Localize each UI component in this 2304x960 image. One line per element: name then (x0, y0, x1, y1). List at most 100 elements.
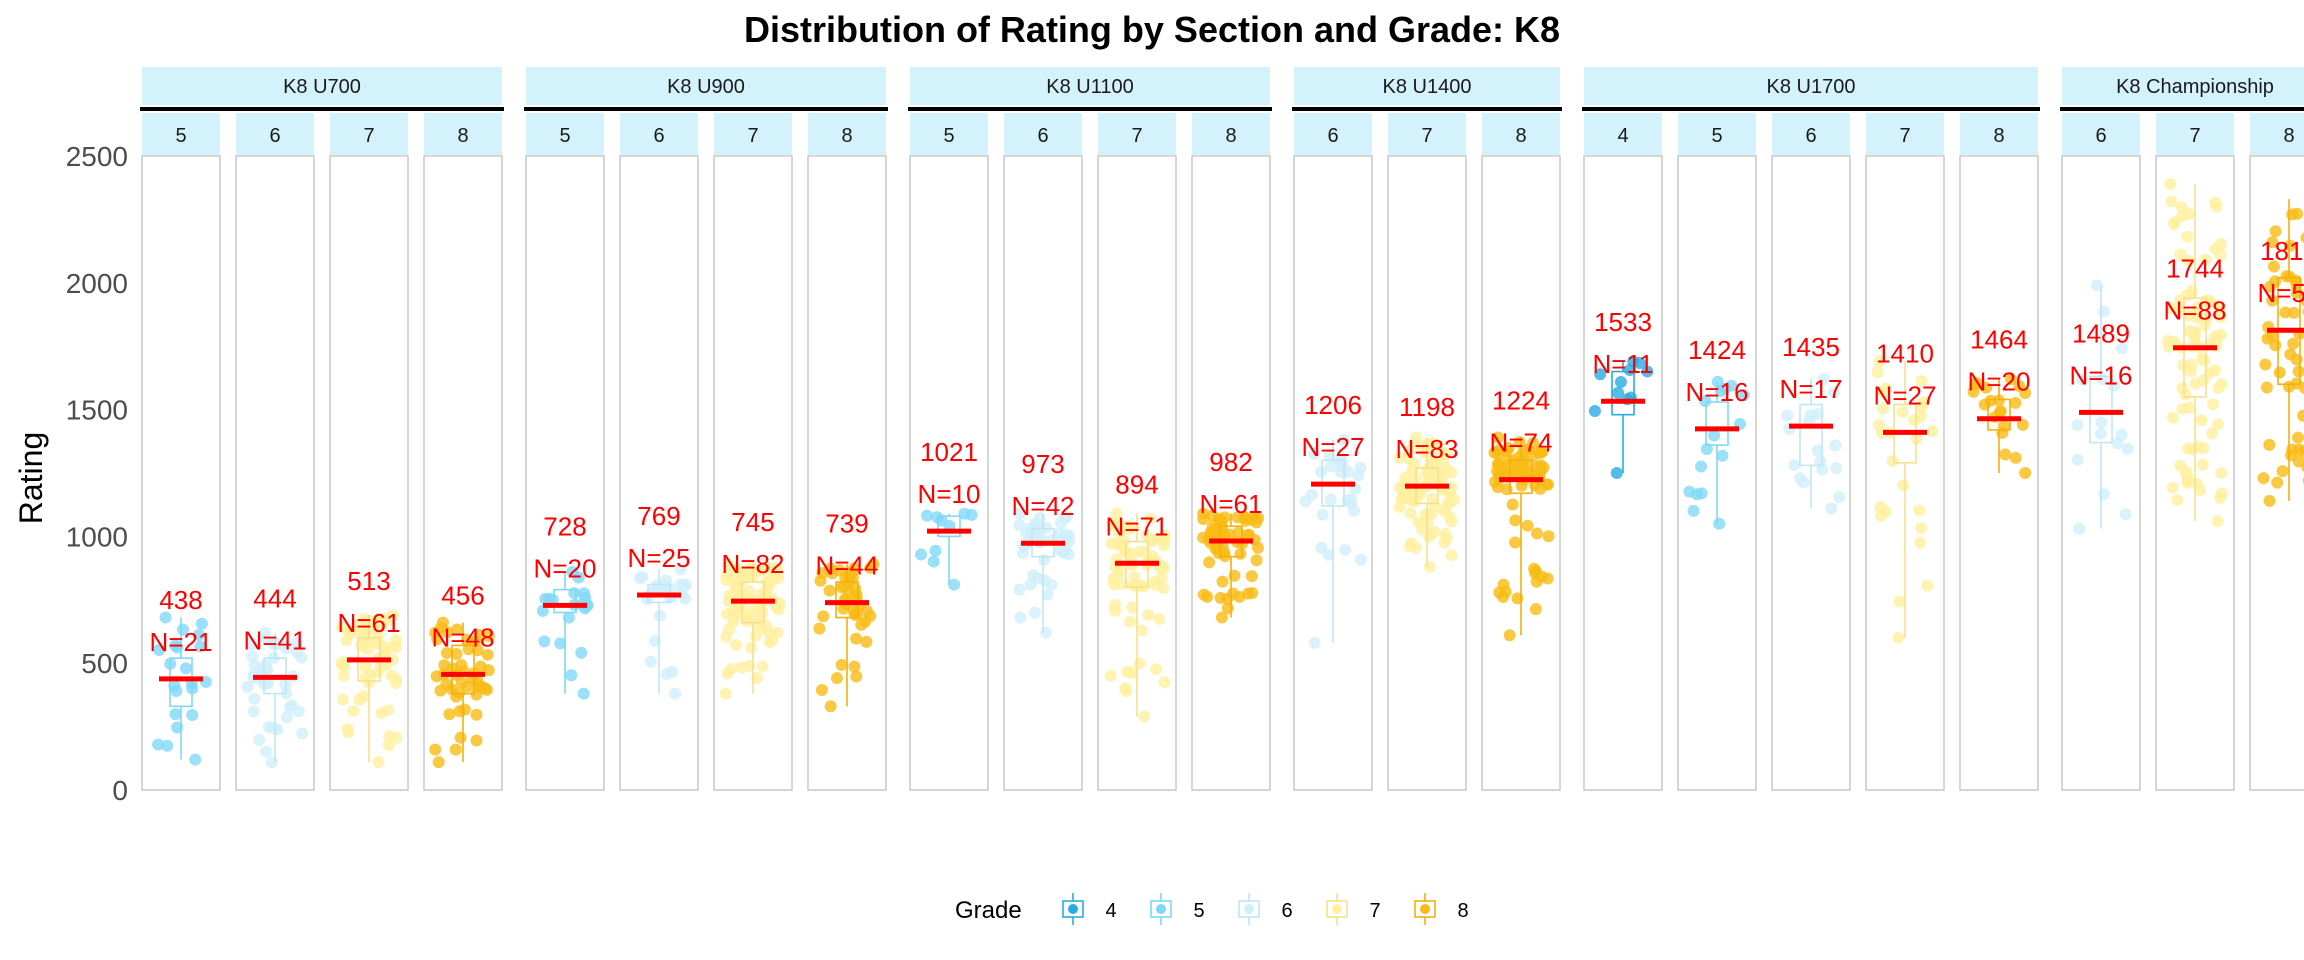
data-point (1515, 479, 1528, 492)
data-point (2263, 494, 2276, 507)
data-point (2207, 398, 2220, 411)
data-point (1354, 553, 1367, 566)
data-point (336, 621, 349, 634)
data-point (1041, 588, 1054, 601)
n-label: N=27 (1874, 380, 1937, 410)
data-point (2181, 230, 2194, 243)
legend-key-8: 8 (1414, 893, 1469, 925)
data-point (372, 756, 385, 769)
grade-strip-label: 6 (1327, 125, 1338, 147)
data-point (1316, 508, 1329, 521)
data-point (171, 721, 184, 734)
facet-panel: 728 N=20 (525, 155, 605, 791)
data-point (850, 670, 863, 683)
data-point (2266, 236, 2279, 249)
data-point (1028, 606, 1041, 619)
data-point (1345, 493, 1358, 506)
y-axis-label: Rating (13, 432, 49, 525)
data-point (1913, 504, 1926, 517)
data-point (195, 617, 208, 630)
data-point (2098, 488, 2111, 501)
data-point (2214, 491, 2227, 504)
legend-key-point (1332, 904, 1342, 914)
data-point (434, 684, 447, 697)
grade-strip (424, 113, 502, 155)
data-point (1588, 404, 1601, 417)
data-point (915, 548, 928, 561)
data-point (2091, 279, 2104, 292)
legend-label: 6 (1281, 900, 1292, 922)
data-point (680, 578, 693, 591)
data-point (1405, 494, 1418, 507)
section-strip (1584, 67, 2038, 105)
data-point (2071, 453, 2084, 466)
median-label: 973 (1021, 449, 1064, 479)
data-point (2119, 508, 2132, 521)
chart-title: Distribution of Rating by Section and Gr… (744, 9, 1560, 50)
grade-strip-label: 7 (747, 125, 758, 147)
grade-strip (2156, 113, 2234, 155)
data-point (1833, 491, 1846, 504)
data-point (2181, 476, 2194, 489)
grade-strip (526, 113, 604, 155)
data-point (1113, 527, 1126, 540)
data-point (169, 708, 182, 721)
data-point (2005, 373, 2018, 386)
section-strip-label: K8 Championship (2116, 76, 2274, 98)
data-point (253, 733, 266, 746)
data-point (1829, 439, 1842, 452)
legend-label: 5 (1193, 900, 1204, 922)
facet-panel: 1021 N=10 (909, 155, 989, 791)
panel-frame (1191, 155, 1271, 791)
data-point (2171, 494, 2184, 507)
data-point (731, 588, 744, 601)
data-point (2198, 319, 2211, 332)
data-point (1788, 459, 1801, 472)
data-point (660, 574, 673, 587)
data-point (2177, 359, 2190, 372)
n-label: N=61 (338, 608, 401, 638)
data-point (431, 633, 444, 646)
data-point (752, 602, 765, 615)
data-point (169, 639, 182, 652)
n-label: N=61 (1200, 489, 1263, 519)
data-point (170, 684, 183, 697)
n-label: N=16 (2070, 360, 2133, 390)
data-point (1623, 364, 1636, 377)
data-point (1111, 537, 1124, 550)
facet-panel: 1206 N=27 (1293, 155, 1373, 791)
data-point (1542, 530, 1555, 543)
data-point (2182, 254, 2195, 267)
data-point (1324, 493, 1337, 506)
data-point (1308, 447, 1321, 460)
data-point (2172, 302, 2185, 315)
data-point (290, 646, 303, 659)
y-tick-label: 2500 (66, 141, 128, 172)
facet-panel: 973 N=42 (1003, 155, 1083, 791)
data-point (751, 671, 764, 684)
section-strip (910, 67, 1270, 105)
data-point (1541, 572, 1554, 585)
data-point (1124, 615, 1137, 628)
grade-strip-label: 4 (1617, 125, 1628, 147)
data-point (180, 662, 193, 675)
n-label: N=82 (722, 549, 785, 579)
data-point (2267, 260, 2280, 273)
data-point (1104, 669, 1117, 682)
grade-strip-label: 8 (841, 125, 852, 147)
median-label: 456 (441, 580, 484, 610)
facet-panel: 1533 N=11 (1583, 155, 1663, 791)
data-point (1529, 603, 1542, 616)
data-point (1633, 356, 1646, 369)
data-point (1251, 541, 1264, 554)
data-point (848, 660, 861, 673)
y-tick-label: 1500 (66, 395, 128, 426)
y-tick-label: 1000 (66, 521, 128, 552)
data-point (1521, 519, 1534, 532)
legend-label: 7 (1369, 900, 1380, 922)
n-label: N=11 (1593, 349, 1654, 379)
section-strip-label: K8 U1700 (1767, 76, 1856, 98)
data-point (1201, 590, 1214, 603)
grade-strip-label: 8 (1225, 125, 1236, 147)
